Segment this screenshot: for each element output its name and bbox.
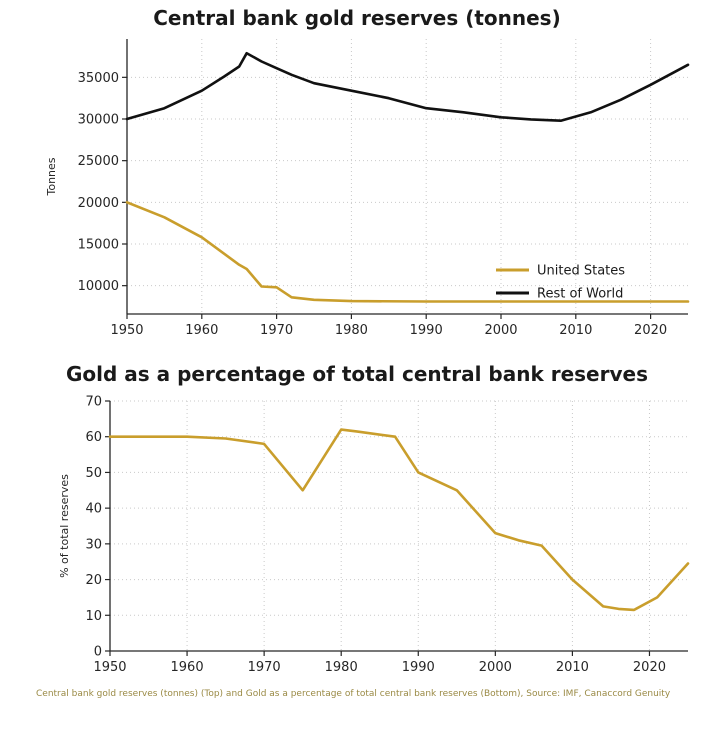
x-tick-label: 1950 [110,323,143,338]
x-tick-label: 2000 [479,660,512,675]
x-tick-label: 2020 [634,323,667,338]
y-tick-label: 40 [85,502,102,517]
y-tick-label: 35000 [78,71,119,86]
legend-label: United States [537,264,625,279]
series-line-united-states [125,201,690,303]
y-tick-label: 20000 [78,196,119,211]
legend-label: Rest of World [537,287,623,302]
chart2-canvas: 1950 1960 1970 1980 1990 2000 2010 2020 0 10 20 30 4… [58,395,690,675]
y-axis-label: % of total reserves [58,474,71,578]
y-tick-label: 25000 [78,154,119,169]
series-line-rest-of-world [125,51,690,122]
y-tick-label: 70 [85,395,102,410]
y-tick-label: 0 [94,645,102,660]
x-tick-label: 1960 [185,323,218,338]
chart2-title: Gold as a percentage of total central ba… [66,362,648,386]
y-tick-label: 30 [85,537,102,552]
y-tick-label: 15000 [78,238,119,253]
x-tick-label: 2010 [559,323,592,338]
y-tick-label: 30000 [78,113,119,128]
x-tick-label: 1980 [325,660,358,675]
x-tick-label: 1960 [171,660,204,675]
x-tick-label: 1970 [248,660,281,675]
chart1-canvas: 1950 1960 1970 1980 1990 2000 2010 2020 10000 150… [45,39,690,338]
chart1-title: Central bank gold reserves (tonnes) [153,6,561,30]
x-tick-label: 1950 [93,660,126,675]
x-tick-label: 2000 [484,323,517,338]
x-tick-label: 1980 [335,323,368,338]
x-tick-label: 2010 [556,660,589,675]
source-caption: Central bank gold reserves (tonnes) (Top… [36,689,671,699]
x-tick-label: 2020 [633,660,666,675]
y-tick-label: 20 [85,573,102,588]
y-tick-label: 50 [85,466,102,481]
series-line-gold-share-of-reserves [108,428,690,612]
x-tick-label: 1970 [260,323,293,338]
x-tick-label: 1990 [402,660,435,675]
y-axis-label: Tonnes [45,157,58,196]
y-tick-label: 10 [85,609,102,624]
y-tick-label: 10000 [78,279,119,294]
x-tick-label: 1990 [410,323,443,338]
y-tick-label: 60 [85,430,102,445]
